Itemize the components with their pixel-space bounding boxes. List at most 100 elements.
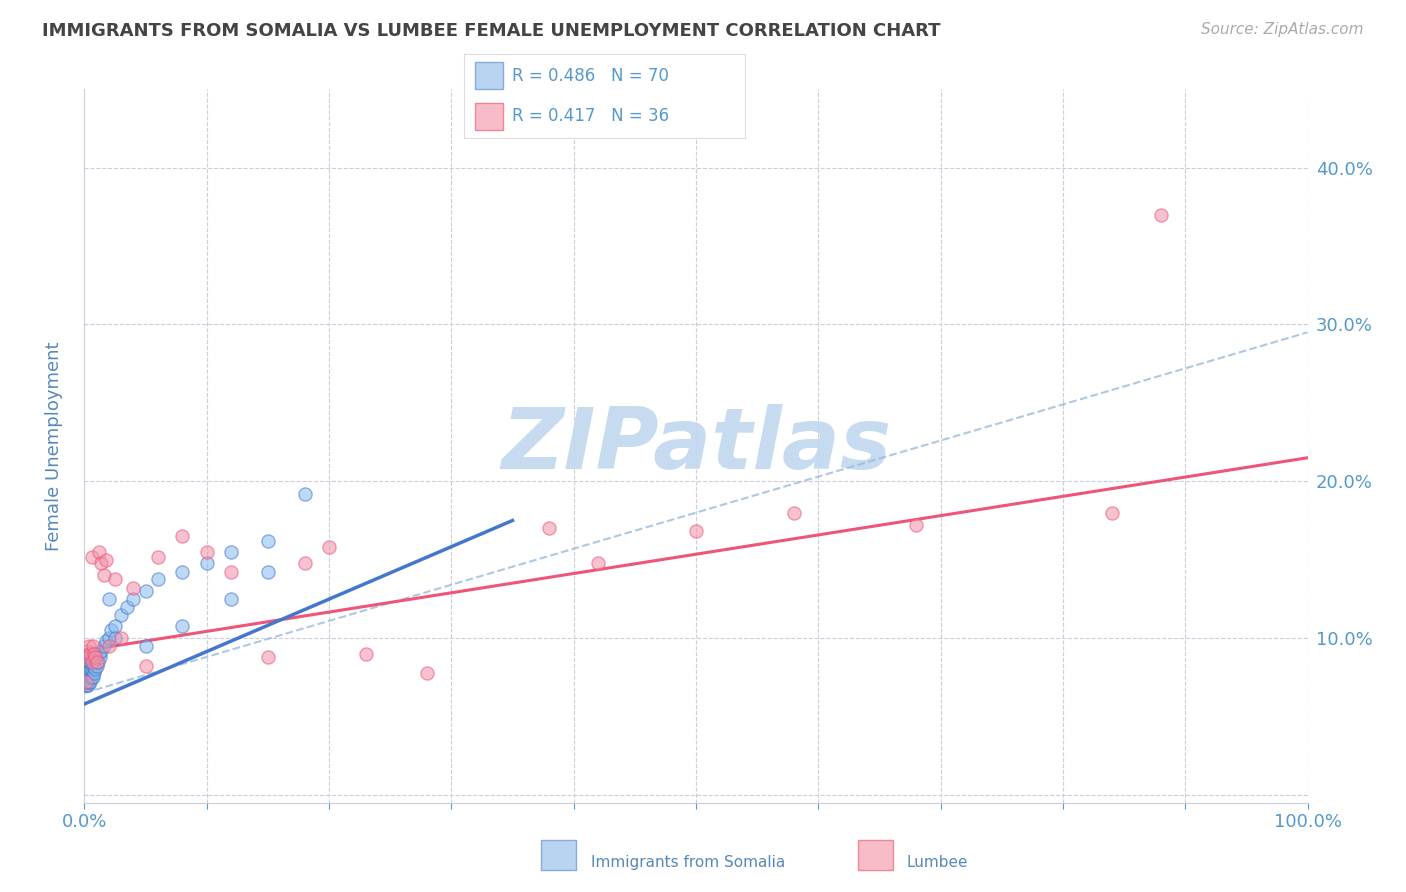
Point: [104, 572, 127, 586]
Point: [146, 549, 169, 564]
Point: [83, 665, 105, 680]
Point: [1150, 208, 1173, 222]
Point: [93, 639, 115, 653]
Point: [416, 665, 439, 680]
FancyBboxPatch shape: [475, 103, 503, 130]
Point: [77, 659, 100, 673]
Point: [1101, 506, 1123, 520]
Point: [783, 506, 806, 520]
Point: [79, 647, 101, 661]
Text: Immigrants from Somalia: Immigrants from Somalia: [591, 855, 785, 870]
Point: [80, 647, 103, 661]
Point: [294, 487, 316, 501]
Point: [77, 639, 100, 653]
Point: [79, 647, 101, 661]
Point: [84, 649, 107, 664]
Point: [76, 663, 98, 677]
Point: [89, 649, 111, 664]
Point: [172, 566, 194, 580]
Point: [82, 670, 104, 684]
Point: [75, 675, 97, 690]
Point: [75, 678, 97, 692]
Point: [219, 566, 242, 580]
Point: [77, 665, 100, 680]
Point: [77, 659, 100, 673]
Point: [76, 643, 98, 657]
Point: [93, 568, 115, 582]
Point: [219, 591, 242, 606]
Text: ZIPatlas: ZIPatlas: [501, 404, 891, 488]
Point: [82, 639, 104, 653]
Point: [86, 647, 108, 661]
Point: [83, 659, 105, 673]
Point: [135, 659, 157, 673]
Point: [86, 655, 108, 669]
Point: [82, 649, 104, 664]
Point: [84, 663, 107, 677]
FancyBboxPatch shape: [475, 62, 503, 89]
Point: [195, 545, 218, 559]
Point: [96, 552, 118, 566]
Point: [75, 670, 97, 684]
Point: [110, 631, 132, 645]
Point: [90, 556, 112, 570]
Point: [294, 556, 316, 570]
Text: IMMIGRANTS FROM SOMALIA VS LUMBEE FEMALE UNEMPLOYMENT CORRELATION CHART: IMMIGRANTS FROM SOMALIA VS LUMBEE FEMALE…: [42, 22, 941, 40]
Point: [77, 649, 100, 664]
Point: [87, 647, 110, 661]
Point: [195, 556, 218, 570]
Text: Source: ZipAtlas.com: Source: ZipAtlas.com: [1201, 22, 1364, 37]
Point: [77, 675, 100, 690]
Point: [685, 524, 707, 539]
Text: Lumbee: Lumbee: [907, 855, 969, 870]
Point: [219, 545, 242, 559]
Point: [77, 675, 100, 690]
Point: [172, 529, 194, 543]
Point: [75, 665, 97, 680]
Point: [77, 655, 100, 669]
Point: [76, 665, 98, 680]
Point: [538, 521, 561, 535]
Point: [318, 540, 340, 554]
Point: [80, 670, 103, 684]
Point: [110, 607, 132, 622]
Point: [76, 670, 98, 684]
Point: [76, 659, 98, 673]
Point: [115, 599, 138, 614]
Point: [80, 549, 103, 564]
Point: [104, 631, 127, 645]
Point: [257, 649, 280, 664]
Point: [586, 556, 609, 570]
Point: [80, 663, 103, 677]
Point: [90, 643, 112, 657]
Point: [83, 647, 105, 661]
Text: R = 0.417   N = 36: R = 0.417 N = 36: [512, 107, 669, 125]
Point: [122, 581, 145, 595]
Point: [257, 566, 280, 580]
Point: [97, 639, 120, 653]
Point: [80, 655, 103, 669]
Point: [77, 670, 100, 684]
Point: [84, 649, 107, 664]
Point: [97, 631, 120, 645]
Point: [77, 663, 100, 677]
Point: [83, 647, 105, 661]
Text: R = 0.486   N = 70: R = 0.486 N = 70: [512, 67, 669, 85]
Y-axis label: Female Unemployment: Female Unemployment: [45, 342, 63, 550]
Point: [77, 670, 100, 684]
Point: [79, 670, 101, 684]
Point: [257, 533, 280, 548]
Point: [77, 649, 100, 664]
Point: [96, 634, 118, 648]
Point: [76, 678, 98, 692]
Point: [354, 647, 377, 661]
Point: [77, 655, 100, 669]
Point: [104, 618, 127, 632]
Point: [77, 665, 100, 680]
Point: [76, 675, 98, 690]
Point: [77, 678, 100, 692]
Point: [87, 655, 110, 669]
Point: [86, 659, 108, 673]
Point: [76, 649, 98, 664]
Point: [79, 663, 101, 677]
